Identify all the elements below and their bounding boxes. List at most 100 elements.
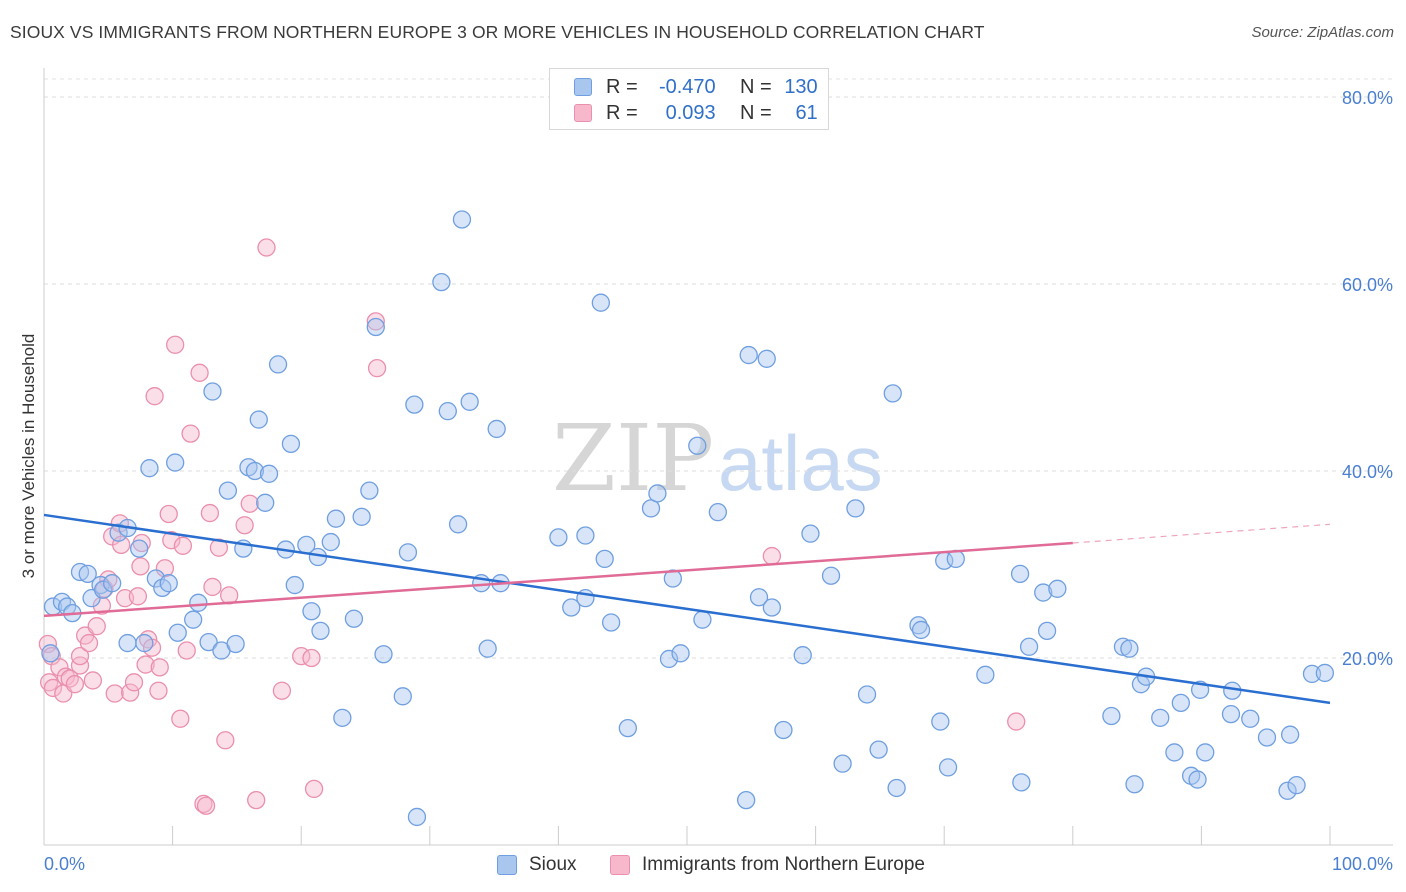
data-point [821,566,841,585]
data-point [140,459,159,478]
data-point [245,461,265,481]
data-point [549,528,568,547]
data-point [41,644,60,663]
bottom-legend-sioux: Sioux [497,854,577,876]
data-point [256,493,275,512]
data-point [452,210,472,229]
data-point [1257,728,1277,747]
data-point [70,646,90,666]
data-point [136,655,155,674]
y-axis-label: 3 or more Vehicles in Household [19,334,38,579]
data-point [145,387,164,406]
y-tick-label: 20.0% [1342,649,1393,669]
data-point [618,718,637,738]
data-point [883,384,902,403]
axes: 20.0% 40.0% 60.0% 80.0% 0.0% 100.0% [43,68,1393,874]
data-point [671,644,690,663]
data-point [281,434,301,454]
data-point [118,633,137,653]
data-point [326,509,346,528]
data-point [162,531,181,550]
watermark-zip: ZIP [552,405,714,512]
data-point [171,709,190,728]
data-point [1102,706,1121,726]
data-point [70,656,90,675]
data-point [83,671,103,690]
data-point [131,557,150,576]
data-point [159,574,178,593]
data-point [218,481,238,500]
data-point [407,807,427,827]
data-point [591,293,610,312]
legend-r-label: R = [606,75,638,98]
data-point [311,621,330,641]
data-point [762,598,782,617]
data-point [109,523,128,542]
trend-layer [43,513,1331,705]
data-point [393,687,412,706]
bottom-legend-swatch-immigrants [610,855,630,875]
data-point [739,345,758,365]
data-point [562,598,581,617]
data-point [304,779,324,799]
data-point [1315,663,1335,683]
legend-r-value: -0.470 [658,75,716,98]
watermark-atlas: atlas [718,419,883,507]
data-point [124,673,144,692]
legend: R = -0.470 N = 130 R = 0.093 N = 61 [549,68,829,130]
data-point [181,424,200,443]
points-layer [38,210,1335,827]
data-point [793,646,812,665]
data-point [189,593,208,612]
data-point [774,720,793,740]
data-point [833,754,852,773]
data-point [398,543,418,562]
data-point [1188,770,1207,789]
data-point [1165,743,1184,762]
data-point [1151,708,1170,727]
data-point [1280,725,1300,744]
data-point [801,524,820,543]
data-point [737,790,756,810]
data-point [976,665,995,684]
data-point [576,526,595,545]
data-point [367,358,387,378]
data-point [911,620,931,640]
data-point [1302,664,1322,684]
data-point [887,778,906,798]
data-point [1113,637,1133,656]
data-point [1019,637,1039,656]
data-point [87,617,106,636]
data-point [374,645,393,664]
data-point [184,610,203,629]
data-point [663,569,683,588]
data-point [257,238,276,257]
data-point [268,355,288,374]
data-point [1278,781,1297,800]
data-point [203,577,222,597]
bottom-legend-label-sioux: Sioux [529,854,577,875]
data-point [249,410,268,429]
data-point [302,602,321,621]
legend-r-value: 0.093 [665,101,716,124]
data-point [65,675,85,694]
trend-line [43,513,1331,705]
data-point [321,532,340,552]
x-tick-label: 100.0% [1332,854,1393,874]
data-point [487,419,506,439]
data-point [344,609,364,628]
data-point [173,536,193,555]
legend-row-sioux: R = -0.470 N = 130 [574,74,818,100]
data-point [247,790,266,810]
data-point [194,794,213,814]
y-tick-label: 60.0% [1342,275,1393,295]
data-point [1012,773,1031,792]
data-point [1010,564,1030,583]
data-point [1287,776,1306,795]
legend-row-immigrants: R = 0.093 N = 61 [574,100,818,126]
data-point [121,683,140,702]
data-point [857,685,877,704]
bottom-legend-immigrants: Immigrants from Northern Europe [610,854,925,876]
data-point [1171,693,1190,713]
data-point [1196,743,1215,762]
